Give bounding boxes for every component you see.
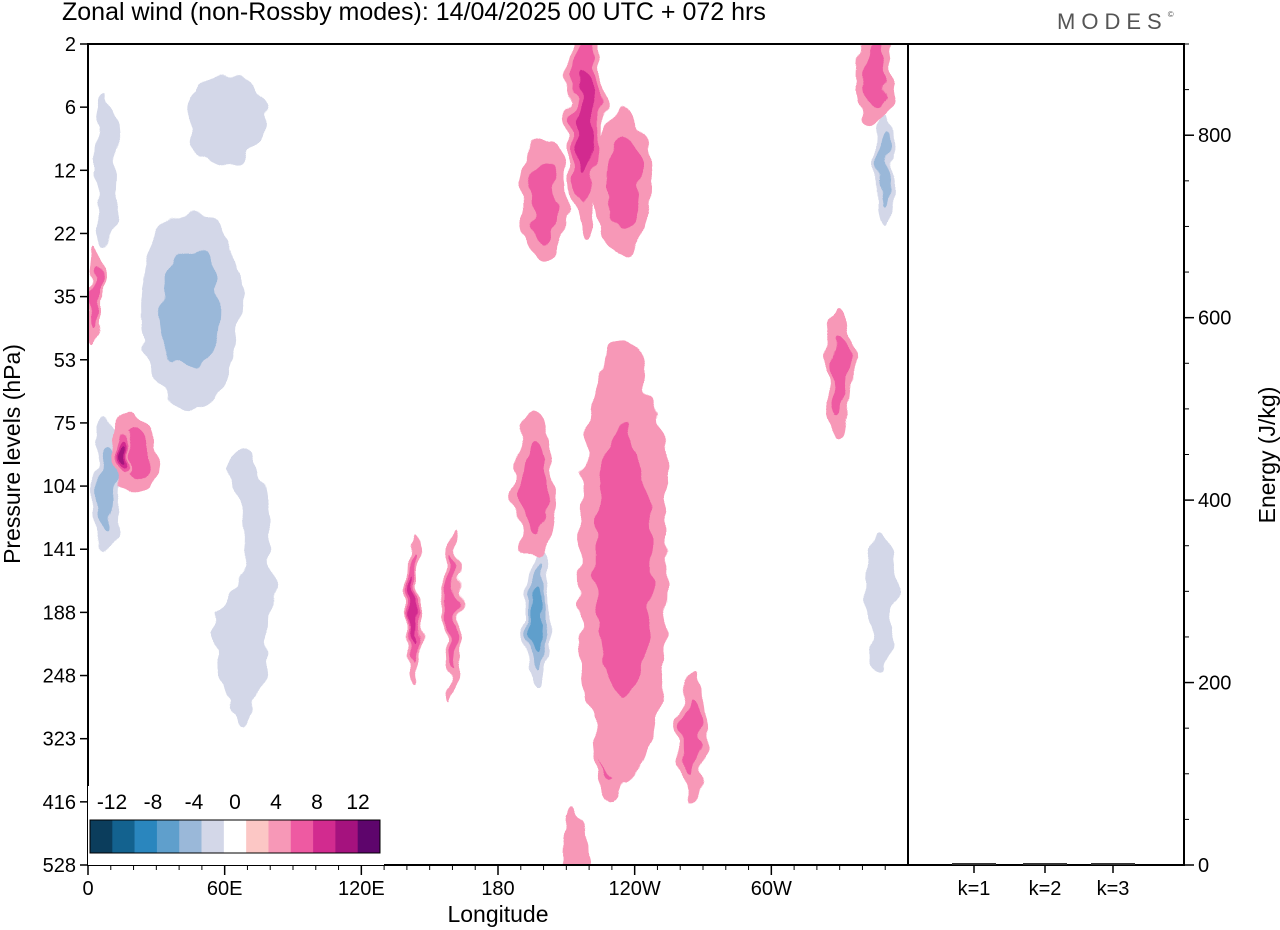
contour-band <box>160 247 221 371</box>
energy-tick-label: 600 <box>1198 308 1231 330</box>
y-tick-label: 528 <box>43 855 76 877</box>
y-axis-title: Pressure levels (hPa) <box>0 344 25 564</box>
colorbar-swatch <box>179 820 202 853</box>
colorbar-swatch <box>201 820 225 853</box>
energy-tick-label: 0 <box>1198 855 1209 877</box>
x-tick-label: 120W <box>609 878 661 900</box>
logo-mark: © <box>1167 10 1174 19</box>
x-tick-label: 120E <box>338 878 385 900</box>
y-axis-energy: 0 200 400 600 800 <box>1184 43 1231 877</box>
colorbar-swatch <box>335 820 358 853</box>
colorbar-label: 8 <box>311 791 323 814</box>
colorbar-outline <box>89 819 381 854</box>
y-tick-label: 75 <box>54 413 76 435</box>
energy-category-label: k=1 <box>958 878 991 900</box>
logo-text: MODES <box>1057 9 1168 34</box>
contour-band <box>564 808 587 865</box>
x-tick-label: 60W <box>751 878 792 900</box>
contour-band <box>862 44 886 107</box>
colorbar-swatch <box>357 820 381 853</box>
energy-panel-frame <box>907 43 1185 866</box>
contour-band <box>831 333 849 412</box>
contour-band <box>448 557 457 667</box>
x-tick-label: 0 <box>82 878 93 900</box>
energy-tick-label: 800 <box>1198 125 1231 147</box>
x-axis-longitude: 0 60E 120E 180 120W 60W <box>82 865 886 900</box>
colorbar-swatch <box>290 820 314 853</box>
y-tick-label: 188 <box>43 602 76 624</box>
energy-bars: k=1 k=2 k=3 <box>952 863 1135 900</box>
energy-bar <box>952 863 996 865</box>
energy-bar <box>1091 863 1135 865</box>
y-tick-label: 35 <box>54 287 76 309</box>
y-tick-label: 141 <box>43 539 76 561</box>
energy-category-label: k=3 <box>1097 878 1130 900</box>
colorbar-swatch <box>223 820 247 853</box>
y-tick-label: 53 <box>54 350 76 372</box>
contour-band <box>98 443 115 529</box>
contour-band <box>185 73 264 167</box>
colorbar-swatch <box>246 820 269 853</box>
contour-band <box>606 136 641 230</box>
modes-logo: MODES© <box>1057 9 1174 35</box>
colorbar-label: -4 <box>185 791 204 814</box>
colorbar-labels: -12 -8 -4 0 4 8 12 <box>97 791 370 814</box>
colorbar-swatch <box>268 820 292 853</box>
contour-band <box>118 445 126 464</box>
contour-band <box>521 439 548 533</box>
contour-band <box>576 69 593 171</box>
contour-band <box>90 265 100 328</box>
colorbar-swatch <box>156 820 180 853</box>
contour-band <box>530 587 544 650</box>
contour-band <box>529 163 558 241</box>
y-tick-label: 12 <box>54 160 76 182</box>
chart-title: Zonal wind (non-Rossby modes): 14/04/202… <box>62 0 766 26</box>
energy-bar <box>1023 863 1067 865</box>
energy-category-label: k=2 <box>1029 878 1062 900</box>
x-tick-label: 180 <box>481 878 514 900</box>
energy-tick-label: 400 <box>1198 490 1231 512</box>
contour-band <box>866 529 895 670</box>
x-axis-title: Longitude <box>447 901 548 927</box>
contour-band <box>288 334 316 714</box>
colorbar-label: -12 <box>97 791 127 814</box>
colorbar-label: 12 <box>346 791 369 814</box>
y-tick-label: 6 <box>65 97 76 119</box>
colorbar-swatch <box>134 820 158 853</box>
x-tick-label: 60E <box>207 878 243 900</box>
colorbar-legend: -12 -8 -4 0 4 8 12 <box>88 786 384 865</box>
colorbar-swatch <box>112 820 135 853</box>
colorbar-swatch <box>313 820 336 853</box>
y-tick-label: 104 <box>43 476 76 498</box>
heatmap-field <box>88 44 904 865</box>
contour-band <box>595 425 652 698</box>
energy-axis-title: Energy (J/kg) <box>1254 387 1280 524</box>
y-tick-label: 2 <box>65 34 76 56</box>
energy-tick-label: 200 <box>1198 673 1231 695</box>
y-tick-label: 22 <box>54 223 76 245</box>
colorbar-label: 4 <box>270 791 282 814</box>
colorbar-label: 0 <box>229 791 241 814</box>
colorbar-swatch <box>90 820 113 853</box>
contour-band <box>410 578 417 647</box>
colorbar-swatches <box>89 819 381 854</box>
colorbar-label: -8 <box>144 791 163 814</box>
contour-band <box>880 136 891 204</box>
y-tick-label: 416 <box>43 792 76 814</box>
y-axis-pressure: 2 6 12 22 35 53 75 104 141 188 248 323 416 528 <box>43 34 88 877</box>
contour-band <box>156 460 248 613</box>
y-tick-label: 323 <box>43 729 76 751</box>
y-tick-label: 248 <box>43 666 76 688</box>
contour-band <box>683 699 701 778</box>
contour-band <box>95 92 118 249</box>
